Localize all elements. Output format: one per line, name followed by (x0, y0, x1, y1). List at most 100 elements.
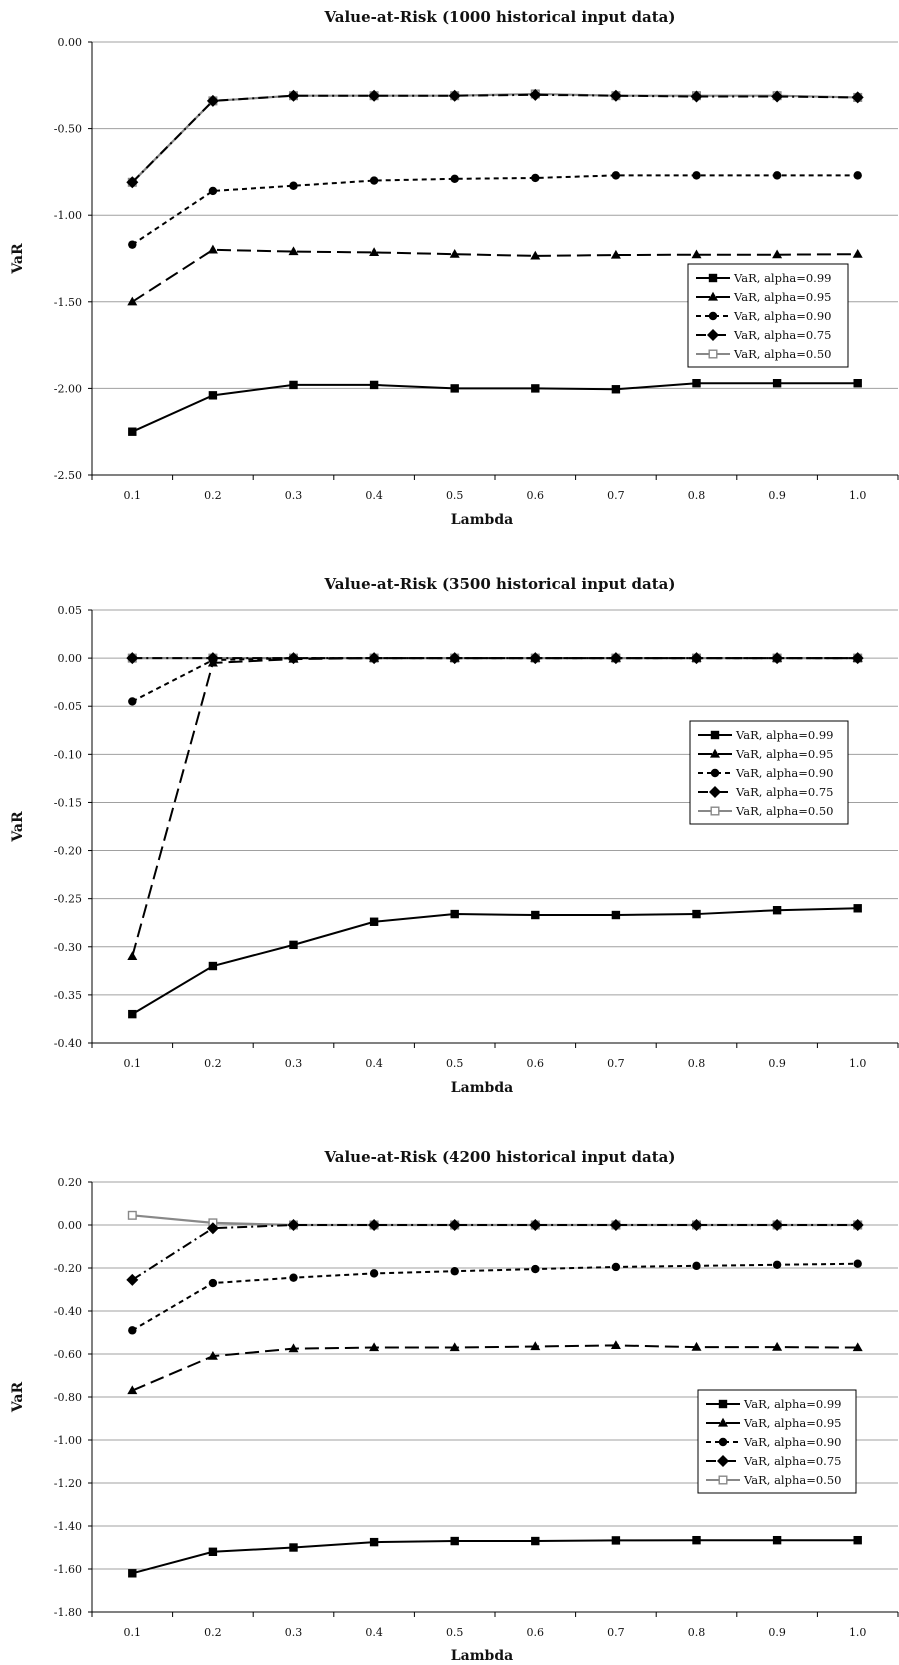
legend-label: VaR, alpha=0.95 (735, 747, 833, 761)
y-tick-label: 0.00 (58, 652, 83, 665)
legend-label: VaR, alpha=0.95 (733, 290, 831, 304)
y-tick-label: -0.10 (54, 748, 82, 761)
data-point (692, 909, 701, 919)
x-tick-label: 0.1 (124, 489, 142, 502)
series-line (131, 382, 858, 433)
data-point (448, 1219, 461, 1231)
x-axis-title: Lambda (451, 1080, 513, 1096)
data-point (852, 652, 863, 662)
legend-marker (707, 329, 719, 341)
legend-label: VaR, alpha=0.99 (743, 1397, 841, 1411)
chart-title: Value-at-Risk (4200 historical input dat… (324, 1148, 676, 1166)
data-point (690, 1219, 703, 1231)
y-tick-label: 0.20 (58, 1176, 83, 1189)
legend-label: VaR, alpha=0.50 (733, 347, 831, 361)
data-point (609, 89, 622, 102)
data-point (691, 652, 702, 662)
data-point (531, 384, 540, 393)
series-line (131, 92, 858, 184)
x-tick-label: 0.2 (204, 1057, 222, 1070)
legend: VaR, alpha=0.99 VaR, alpha=0.95 VaR, alpha… (687, 263, 849, 368)
x-tick-label: 1.0 (849, 489, 867, 502)
data-point (610, 652, 621, 662)
x-tick-label: 0.6 (527, 489, 545, 502)
data-point (691, 1341, 702, 1351)
data-point (531, 1264, 540, 1274)
x-tick-label: 0.5 (446, 1057, 464, 1070)
data-point (288, 246, 299, 256)
series-line (131, 93, 858, 183)
legend-marker (708, 311, 718, 321)
x-tick-label: 1.0 (849, 1626, 867, 1639)
x-axis-title: Lambda (451, 512, 513, 528)
legend-marker (708, 349, 718, 359)
x-tick-label: 0.9 (768, 1626, 786, 1639)
series-line (132, 1214, 858, 1227)
x-tick-label: 0.8 (688, 1057, 706, 1070)
data-point (611, 1262, 621, 1272)
data-point (128, 1569, 137, 1578)
data-point (208, 1278, 218, 1288)
x-tick-label: 0.7 (607, 489, 625, 502)
data-point (530, 652, 541, 662)
data-point (128, 1326, 137, 1335)
data-point (852, 1342, 863, 1352)
data-point (611, 385, 621, 394)
x-tick-label: 0.9 (768, 489, 786, 502)
x-tick-label: 0.5 (446, 489, 464, 502)
legend-marker (718, 1437, 728, 1447)
legend-label: VaR, alpha=0.90 (733, 309, 831, 323)
y-tick-label: 0.00 (58, 1219, 83, 1232)
legend-marker (717, 1455, 729, 1467)
series-3 (128, 171, 862, 249)
data-point (289, 1273, 298, 1282)
y-tick-label: -1.40 (54, 1520, 82, 1533)
series-1 (128, 1535, 862, 1578)
data-point (772, 1260, 782, 1269)
x-tick-label: 0.4 (365, 1626, 383, 1639)
legend-marker (708, 291, 718, 301)
legend-marker (709, 786, 721, 798)
y-tick-label: -1.00 (54, 209, 82, 222)
data-point (853, 171, 862, 180)
y-tick-label: -0.20 (54, 845, 82, 858)
legend-label: VaR, alpha=0.75 (743, 1454, 841, 1468)
x-tick-label: 0.6 (527, 1057, 545, 1070)
data-point (449, 248, 460, 258)
data-point (851, 91, 864, 104)
series-line (131, 657, 858, 703)
data-point (128, 427, 137, 436)
data-point (772, 906, 782, 915)
chart-panel-1: Value-at-Risk (1000 historical input dat… (10, 8, 899, 528)
x-tick-label: 0.1 (124, 1626, 142, 1639)
data-point (530, 1341, 541, 1351)
data-point (771, 90, 784, 103)
data-point (287, 89, 300, 102)
data-point (692, 379, 701, 388)
data-point (289, 1543, 298, 1552)
data-point (611, 1536, 621, 1545)
y-tick-label: -1.20 (54, 1477, 82, 1490)
data-point (853, 1535, 862, 1545)
legend-marker (718, 1417, 728, 1427)
data-point (369, 917, 379, 926)
data-point (772, 652, 783, 662)
data-point (771, 1219, 784, 1231)
data-point (369, 652, 380, 662)
x-tick-label: 0.4 (365, 1057, 383, 1070)
legend-marker (710, 748, 720, 758)
chart-panel-2: Value-at-Risk (3500 historical input dat… (10, 575, 899, 1096)
data-point (126, 652, 139, 665)
data-point (449, 1342, 460, 1352)
data-point (126, 1273, 139, 1286)
data-point (450, 174, 459, 184)
data-point (450, 1267, 459, 1276)
y-tick-label: -0.40 (54, 1037, 82, 1050)
y-tick-label: -0.20 (54, 1262, 82, 1275)
series-4 (126, 1219, 864, 1286)
y-tick-label: -0.05 (54, 700, 82, 713)
data-point (692, 1261, 701, 1271)
x-tick-label: 0.3 (285, 489, 303, 502)
y-tick-label: 0.05 (58, 604, 83, 617)
series-line (132, 1539, 858, 1575)
